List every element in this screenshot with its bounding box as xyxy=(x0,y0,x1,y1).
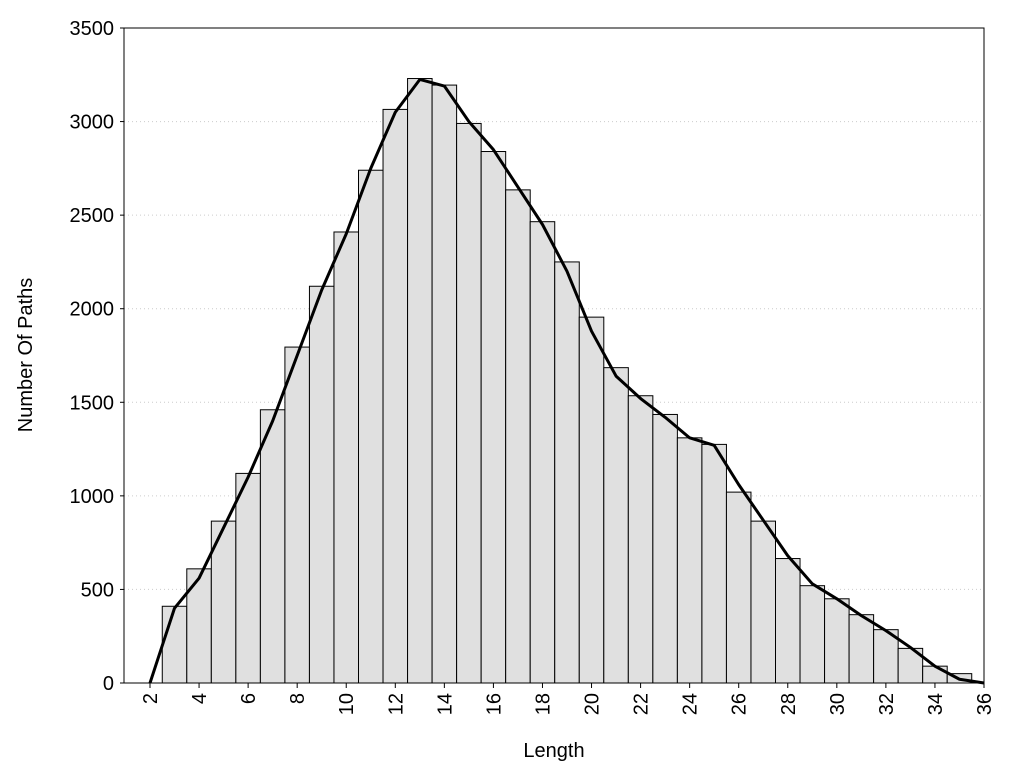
x-tick-label: 14 xyxy=(434,693,456,715)
bar xyxy=(333,231,360,684)
y-tick-label: 1500 xyxy=(70,392,115,414)
x-tick-label: 4 xyxy=(189,693,211,704)
x-tick-label: 30 xyxy=(827,693,849,715)
bar xyxy=(259,409,286,684)
x-tick-label: 26 xyxy=(729,693,751,715)
bar xyxy=(186,568,212,684)
x-tick-label: 16 xyxy=(483,693,505,715)
bar xyxy=(505,189,531,684)
y-tick-label: 3500 xyxy=(70,18,115,40)
bar xyxy=(775,558,801,684)
bar xyxy=(210,520,237,684)
bar xyxy=(161,605,188,684)
y-tick-label: 500 xyxy=(81,579,114,601)
y-tick-label: 2000 xyxy=(70,299,115,321)
bar xyxy=(848,614,875,684)
bar xyxy=(652,413,678,684)
x-tick-label: 6 xyxy=(238,693,260,704)
bar xyxy=(382,108,409,684)
density-line xyxy=(148,77,985,685)
y-tick-label: 2500 xyxy=(70,205,115,227)
bar xyxy=(676,437,703,684)
bar xyxy=(824,598,850,684)
bar xyxy=(407,78,433,684)
plot-frame xyxy=(123,27,985,684)
bar xyxy=(529,221,556,684)
bar xyxy=(284,346,310,684)
bar xyxy=(750,520,777,684)
y-tick-label: 0 xyxy=(103,673,114,695)
x-tick-label: 28 xyxy=(778,693,800,715)
bar xyxy=(922,665,948,684)
x-tick-label: 12 xyxy=(385,693,407,715)
y-axis-label: Number Of Paths xyxy=(15,278,37,433)
x-tick-label: 2 xyxy=(140,693,162,704)
bar xyxy=(456,122,482,684)
bar xyxy=(627,395,654,684)
x-tick-label: 22 xyxy=(631,693,653,715)
bar xyxy=(554,261,580,684)
x-tick-label: 10 xyxy=(336,693,358,715)
bar xyxy=(358,169,384,684)
y-tick-label: 3000 xyxy=(70,112,115,134)
bar xyxy=(799,585,826,684)
x-tick-label: 18 xyxy=(532,693,554,715)
bar xyxy=(603,367,629,684)
y-tick-label: 1000 xyxy=(70,486,115,508)
x-tick-label: 24 xyxy=(680,693,702,715)
bar xyxy=(725,491,752,684)
x-tick-label: 32 xyxy=(876,693,898,715)
bar xyxy=(480,151,507,684)
x-tick-label: 34 xyxy=(925,693,947,715)
x-tick-label: 20 xyxy=(582,693,604,715)
bar xyxy=(308,285,335,684)
bar xyxy=(701,443,727,684)
x-axis-label: Length xyxy=(523,740,584,762)
bar xyxy=(235,472,261,684)
x-tick-label: 8 xyxy=(287,693,309,704)
bar xyxy=(578,316,605,684)
x-tick-label: 36 xyxy=(974,693,996,715)
bar xyxy=(431,84,458,684)
